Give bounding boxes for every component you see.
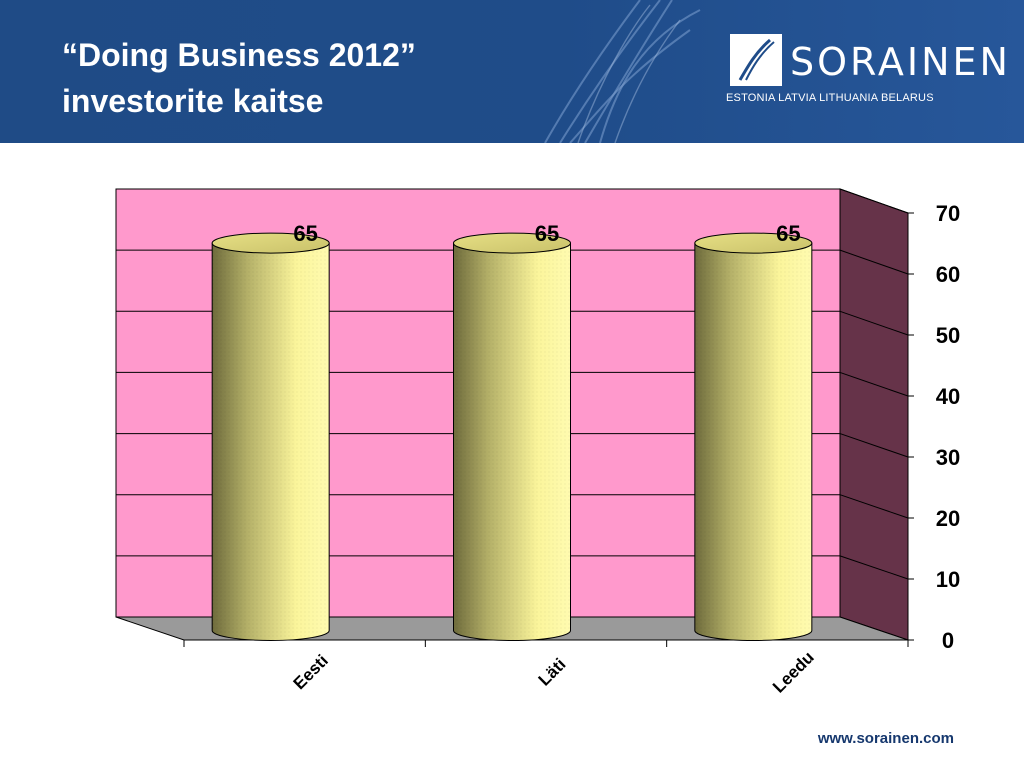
y-tick-label: 40 bbox=[936, 384, 960, 409]
slide-title: “Doing Business 2012” investorite kaitse bbox=[62, 32, 416, 124]
brand-name: SORAINEN bbox=[790, 40, 1011, 84]
y-tick-label: 70 bbox=[936, 201, 960, 226]
y-tick-label: 0 bbox=[942, 628, 954, 653]
gridline-side bbox=[839, 310, 909, 336]
gridline-side bbox=[839, 249, 909, 275]
x-tick-label: Eesti bbox=[290, 651, 332, 693]
bar-top bbox=[453, 232, 571, 254]
data-label: 65 bbox=[293, 221, 317, 246]
footer-url[interactable]: www.sorainen.com bbox=[817, 730, 954, 747]
y-tick-label: 10 bbox=[936, 567, 960, 592]
bar-top bbox=[694, 232, 813, 254]
slide-header: “Doing Business 2012” investorite kaitse… bbox=[0, 0, 1024, 143]
chart: 0 10 20 30 40 50 60 70 65 Eesti 65 Läti 65 Leedu bbox=[115, 188, 960, 697]
sorainen-logo-icon bbox=[730, 34, 782, 86]
bar-texture bbox=[453, 243, 571, 641]
gridline-side bbox=[839, 188, 909, 214]
data-label: 65 bbox=[776, 221, 800, 246]
data-label: 65 bbox=[535, 221, 559, 246]
x-tick-label: Läti bbox=[535, 655, 570, 690]
slide-title-line-1: “Doing Business 2012” bbox=[62, 37, 416, 73]
y-tick-label: 60 bbox=[936, 262, 960, 287]
plot-area: 0 10 20 30 40 50 60 70 65 Eesti 65 Läti 65 Leedu bbox=[115, 188, 960, 697]
slide-title-line-2: investorite kaitse bbox=[62, 83, 324, 119]
chart-side-wall bbox=[839, 188, 909, 641]
gridline-side bbox=[839, 371, 909, 397]
x-tick-label: Leedu bbox=[769, 648, 818, 697]
y-tick-label: 30 bbox=[936, 445, 960, 470]
bar-texture bbox=[212, 243, 330, 641]
y-tick-label: 50 bbox=[936, 323, 960, 348]
gridline-side bbox=[839, 494, 909, 519]
gridline-side bbox=[839, 433, 909, 458]
brand-tagline: ESTONIA LATVIA LITHUANIA BELARUS bbox=[726, 92, 934, 104]
bar-texture bbox=[694, 243, 812, 641]
gridline-side bbox=[839, 555, 909, 580]
bar-top bbox=[211, 232, 330, 254]
swirl-decoration bbox=[544, 0, 701, 143]
y-tick-label: 20 bbox=[936, 506, 960, 531]
